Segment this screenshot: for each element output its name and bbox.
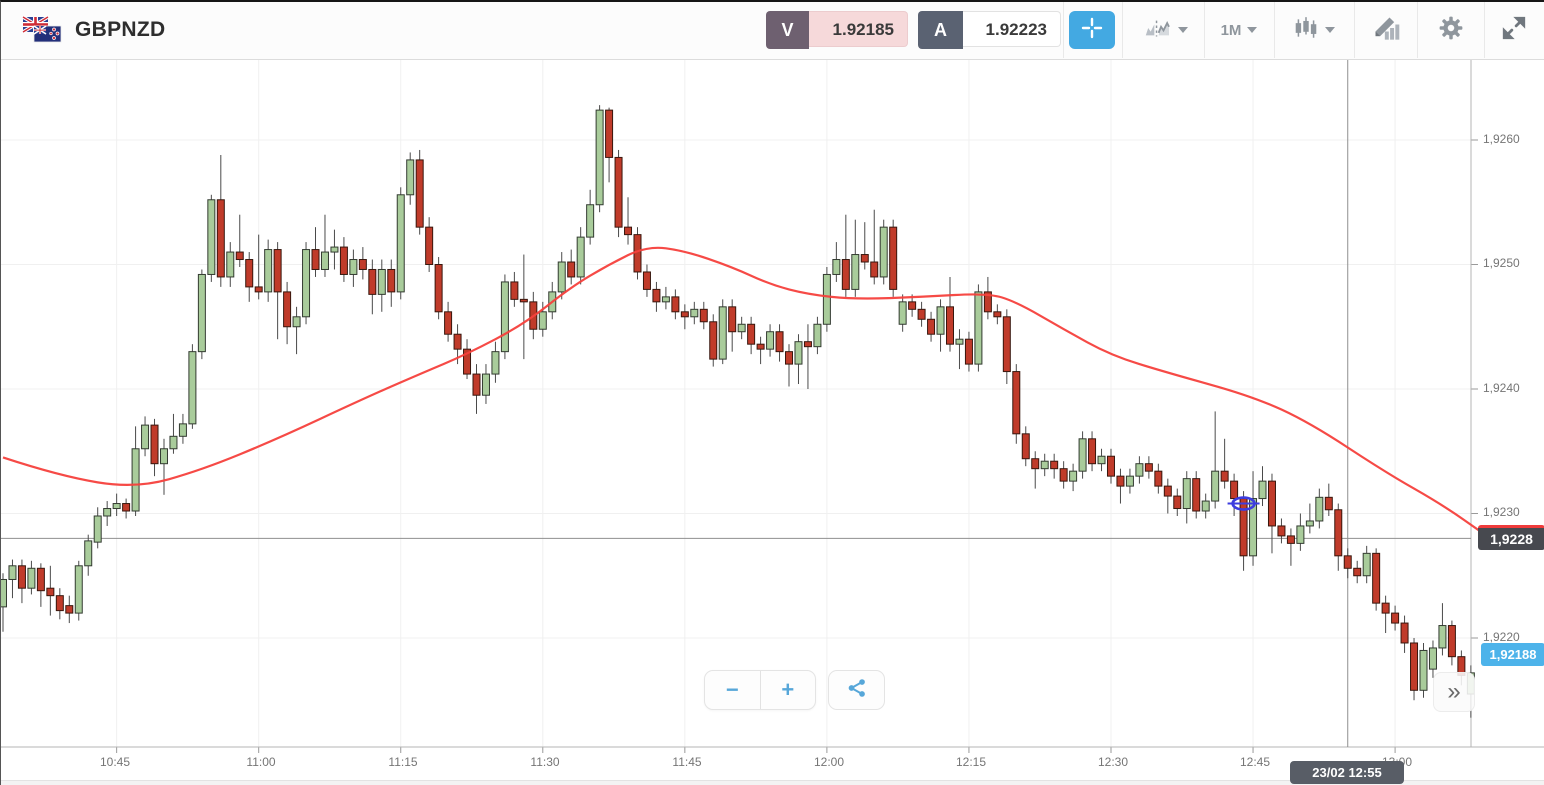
nz-flag bbox=[33, 25, 62, 43]
instrument-flags bbox=[21, 14, 67, 51]
uk-flag bbox=[22, 15, 49, 34]
price-axis-label: 1,9220 bbox=[1483, 630, 1520, 644]
time-axis-label: 11:45 bbox=[672, 755, 702, 769]
chevron-down-icon bbox=[1325, 27, 1335, 33]
sell-price[interactable]: 1.92185 bbox=[809, 11, 908, 47]
scroll-to-latest-button[interactable]: » bbox=[1433, 672, 1475, 712]
time-axis-label: 12:00 bbox=[813, 755, 845, 769]
sell-button-label[interactable]: V bbox=[766, 11, 809, 49]
buy-button-label[interactable]: A bbox=[918, 11, 963, 49]
timeframe-dropdown[interactable]: 1M bbox=[1204, 2, 1274, 58]
time-axis-label: 10:45 bbox=[99, 755, 131, 769]
candle-style-dropdown[interactable] bbox=[1274, 2, 1354, 58]
crosshair-icon bbox=[1080, 16, 1104, 45]
time-axis-label: 11:00 bbox=[246, 755, 276, 769]
compare-charts-button[interactable] bbox=[1129, 2, 1203, 58]
draw-indicator-icon bbox=[1372, 15, 1400, 46]
zoom-controls: − + bbox=[704, 670, 816, 710]
crosshair-tool-button[interactable] bbox=[1069, 11, 1115, 49]
gear-icon bbox=[1438, 15, 1464, 46]
symbol-title: GBPNZD bbox=[75, 18, 166, 41]
expand-icon bbox=[1501, 15, 1527, 46]
draw-indicator-button[interactable] bbox=[1354, 2, 1417, 58]
price-axis-label: 1,9250 bbox=[1483, 256, 1520, 270]
price-axis-label: 1,9260 bbox=[1483, 132, 1520, 146]
chevron-down-icon bbox=[1247, 27, 1258, 33]
zoom-in-button[interactable]: + bbox=[781, 677, 795, 702]
time-axis-label: 11:15 bbox=[388, 755, 418, 769]
bottom-strip bbox=[1, 780, 1544, 785]
timeframe-label: 1M bbox=[1220, 21, 1242, 39]
time-axis-label: 11:30 bbox=[530, 755, 560, 769]
crosshair-price-badge: 1,9228 bbox=[1478, 525, 1544, 550]
chevron-down-icon bbox=[1178, 27, 1188, 33]
share-icon bbox=[846, 677, 868, 704]
time-axis-label: 12:45 bbox=[1239, 755, 1271, 769]
time-axis-label: 12:15 bbox=[955, 755, 987, 769]
crosshair-time-badge: 23/02 12:55 bbox=[1290, 761, 1404, 784]
pointer-marker bbox=[1231, 496, 1256, 511]
settings-button[interactable] bbox=[1417, 2, 1484, 58]
price-axis-label: 1,9240 bbox=[1483, 381, 1520, 395]
time-axis-label: 12:30 bbox=[1097, 755, 1129, 769]
buy-price[interactable]: 1.92223 bbox=[963, 11, 1061, 47]
share-button[interactable] bbox=[828, 670, 885, 710]
last-price-badge: 1,92188 bbox=[1481, 643, 1544, 666]
candle-style-icon bbox=[1293, 15, 1319, 46]
fullscreen-button[interactable] bbox=[1484, 2, 1544, 58]
zoom-out-button[interactable]: − bbox=[705, 671, 761, 709]
price-axis-label: 1,9230 bbox=[1483, 505, 1520, 519]
compare-charts-icon bbox=[1144, 17, 1172, 44]
chart-header: GBPNZD V 1.92185 A 1.92223 bbox=[1, 2, 1544, 60]
